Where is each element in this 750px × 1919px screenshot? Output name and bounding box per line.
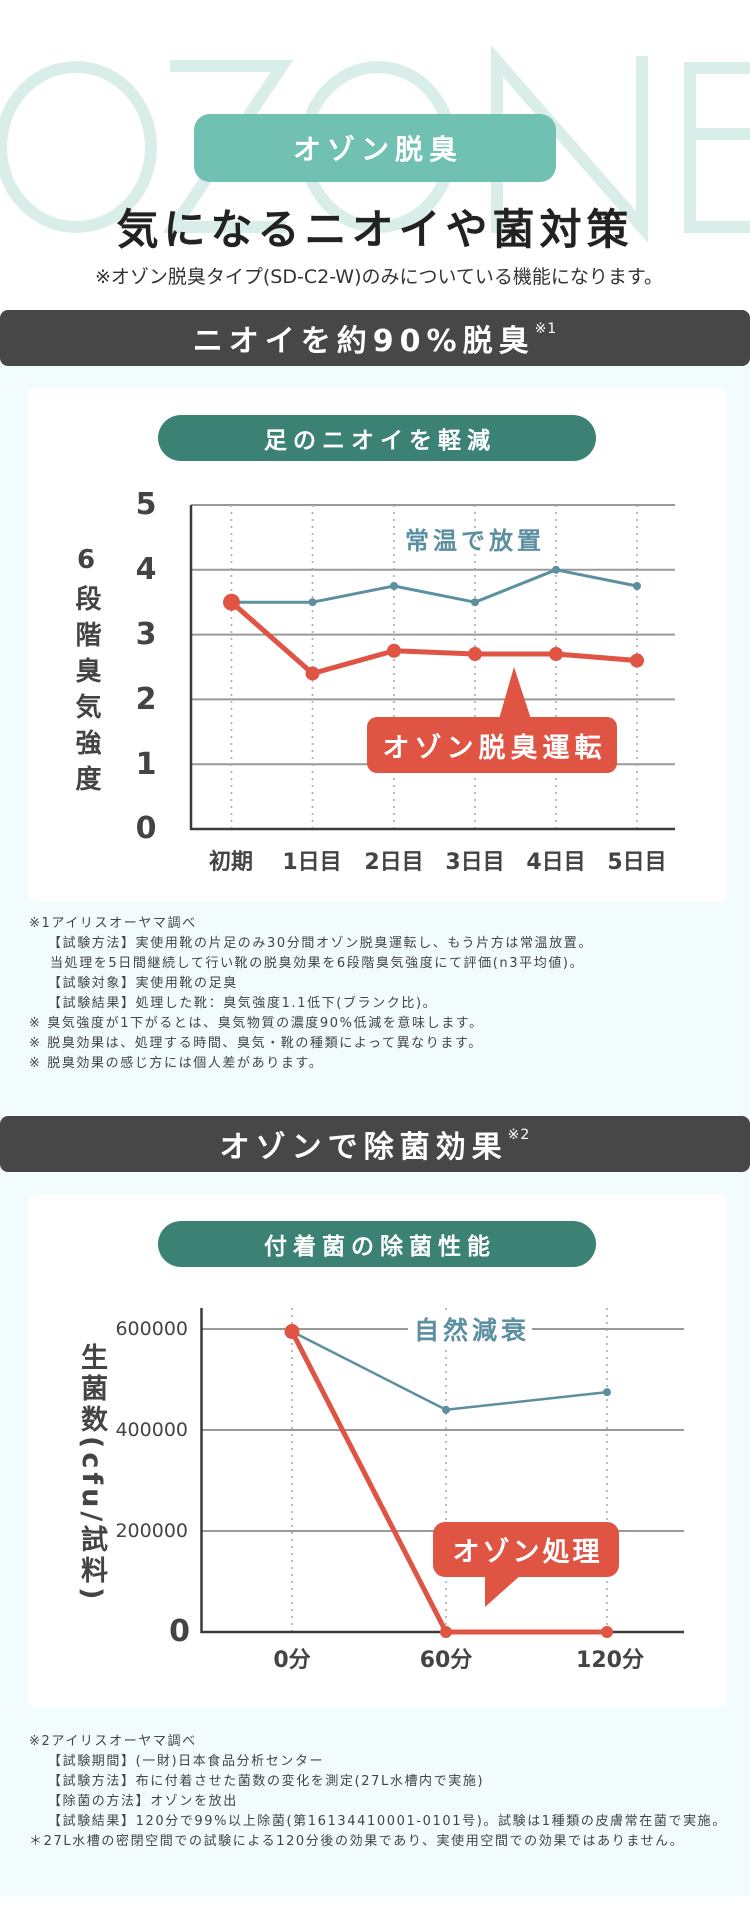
footnote-line: ※ 臭気強度が1下がるとは、臭気物質の濃度90%低減を意味します。	[29, 1016, 484, 1031]
data-point	[284, 1324, 300, 1340]
y-tick-label: 400000	[115, 1419, 188, 1441]
series-callout-ozone: オゾン脱臭運転	[367, 717, 617, 773]
x-tick-label: 120分	[576, 1648, 644, 1673]
data-point	[601, 1626, 613, 1638]
footnote-line: 【試験方法】実使用靴の片足のみ30分間オゾン脱臭運転し、もう片方は常温放置。	[48, 936, 593, 951]
footnote-line: ※ 脱臭効果は、処理する時間、臭気・靴の種類によって異なります。	[29, 1036, 483, 1051]
chart-title: 付着菌の除菌性能	[158, 1221, 596, 1267]
x-tick-label: 60分	[419, 1648, 473, 1673]
data-point	[630, 653, 644, 668]
y-tick-label: 4	[135, 552, 157, 587]
footnotes-sterilize: ※2アイリスオーヤマ調べ 【試験期間】(一財)日本食品分析センター 【試験方法】…	[29, 1732, 739, 1852]
chart-card-bacteria	[28, 1195, 726, 1707]
series-line	[229, 600, 638, 676]
section-banner-sterilize: オゾンで除菌効果 ※2	[0, 1116, 750, 1172]
model-note: ※オゾン脱臭タイプ(SD-C2-W)のみについている機能になります。	[94, 266, 664, 288]
x-tick-label: 初期	[208, 850, 253, 875]
y-tick-label: 1	[135, 747, 157, 782]
footnote-line: ※2アイリスオーヤマ調べ	[29, 1734, 197, 1749]
data-point	[305, 666, 320, 681]
data-point	[633, 582, 641, 590]
section-banner-deodorize: ニオイを約90%脱臭 ※1	[0, 310, 750, 366]
footnote-line: 【試験結果】120分で99%以上除菌(第16134410001-0101号)。試…	[48, 1814, 727, 1829]
x-tick-label: 4日目	[526, 850, 586, 875]
chart-axes	[200, 1308, 684, 1634]
y-tick-label: 2	[135, 682, 157, 717]
y-tick-label: 600000	[115, 1318, 188, 1340]
watermark-letter-e	[684, 62, 750, 233]
series-label-natural-decay: 自然減衰	[408, 1314, 532, 1348]
data-point	[552, 565, 560, 574]
y-tick-label: 0	[135, 811, 157, 846]
data-point	[387, 643, 401, 658]
footnote-line: ※1アイリスオーヤマ調べ	[29, 916, 197, 931]
callout-pointer	[485, 1574, 522, 1607]
footnote-ref: ※2	[507, 1127, 531, 1143]
footnote-line: 【試験結果】処理した靴：臭気強度1.1低下(ブランク比)。	[48, 996, 438, 1011]
odor-line-chart	[189, 504, 675, 831]
data-point	[223, 593, 240, 611]
y-tick-label: 5	[135, 487, 157, 522]
footnotes-deodorize: ※1アイリスオーヤマ調べ 【試験方法】実使用靴の片足のみ30分間オゾン脱臭運転し…	[29, 914, 739, 1074]
footnote-line: 【試験期間】(一財)日本食品分析センター	[48, 1754, 325, 1769]
data-point	[549, 647, 563, 662]
series-label-room-temp: 常温で放置	[405, 527, 545, 555]
data-point	[468, 647, 482, 662]
data-point	[390, 582, 398, 590]
data-point	[603, 1388, 611, 1397]
feature-badge: オゾン脱臭	[194, 114, 556, 182]
y-tick-label: 0	[169, 1614, 190, 1649]
footnote-line: 【除菌の方法】オゾンを放出	[48, 1794, 238, 1809]
y-tick-label: 3	[135, 617, 157, 652]
x-tick-label: 0分	[273, 1648, 311, 1673]
x-tick-label: 1日目	[282, 850, 342, 875]
page-title: 気になるニオイや菌対策	[116, 205, 634, 254]
data-point	[442, 1405, 450, 1414]
footnote-line: 当処理を5日間継続して行い靴の脱臭効果を6段階臭気強度にて評価(n3平均値)。	[50, 956, 585, 971]
watermark-letter-o	[0, 61, 157, 233]
y-axis-label: 6段階臭気強度	[71, 545, 101, 801]
footnote-ref: ※1	[534, 321, 558, 337]
series-line	[289, 1330, 607, 1635]
callout-pointer	[499, 667, 531, 719]
x-tick-label: 5日目	[607, 850, 667, 875]
chart-axes	[189, 505, 675, 831]
series-callout-ozone: オゾン処理	[433, 1522, 619, 1577]
x-tick-label: 3日目	[445, 850, 505, 875]
bacteria-line-chart	[200, 1308, 684, 1638]
y-tick-label: 200000	[115, 1520, 188, 1542]
chart-card-odor	[28, 388, 726, 901]
x-tick-label: 2日目	[364, 850, 424, 875]
footnote-line: ※ 脱臭効果の感じ方には個人差があります。	[29, 1056, 324, 1071]
footnote-line: ＊27L水槽の密閉空間での試験による120分後の効果であり、実使用空間での効果で…	[29, 1834, 685, 1849]
banner-text: オゾンで除菌効果	[219, 1130, 508, 1165]
footnote-line: 【試験方法】布に付着させた菌数の変化を測定(27L水槽内で実施)	[48, 1774, 485, 1789]
y-axis-label: 生菌数(cfu/試料)	[76, 1343, 107, 1604]
footnote-line: 【試験対象】実使用靴の足臭	[48, 976, 238, 991]
chart-title: 足のニオイを軽減	[158, 415, 596, 461]
data-point	[440, 1626, 452, 1638]
data-point	[308, 598, 317, 607]
banner-text: ニオイを約90%脱臭	[192, 324, 535, 359]
data-point	[471, 598, 479, 607]
series-line	[231, 568, 638, 604]
